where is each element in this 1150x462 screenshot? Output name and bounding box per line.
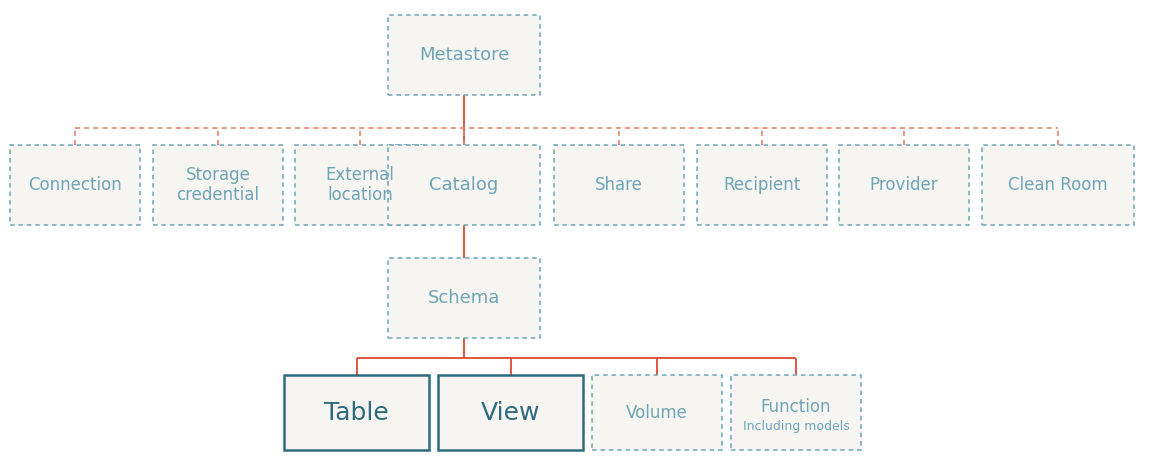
FancyBboxPatch shape bbox=[388, 145, 540, 225]
Text: Function: Function bbox=[761, 398, 831, 416]
Text: Volume: Volume bbox=[626, 403, 688, 421]
FancyBboxPatch shape bbox=[840, 145, 969, 225]
FancyBboxPatch shape bbox=[554, 145, 684, 225]
Text: Recipient: Recipient bbox=[723, 176, 800, 194]
Text: View: View bbox=[481, 401, 540, 425]
Text: Table: Table bbox=[324, 401, 389, 425]
Text: Schema: Schema bbox=[428, 289, 500, 307]
Text: External
location: External location bbox=[325, 165, 394, 204]
FancyBboxPatch shape bbox=[731, 375, 861, 450]
Text: Clean Room: Clean Room bbox=[1009, 176, 1107, 194]
FancyBboxPatch shape bbox=[388, 15, 540, 95]
Text: Metastore: Metastore bbox=[419, 46, 509, 64]
FancyBboxPatch shape bbox=[438, 375, 583, 450]
FancyBboxPatch shape bbox=[697, 145, 827, 225]
FancyBboxPatch shape bbox=[153, 145, 283, 225]
Text: Connection: Connection bbox=[28, 176, 122, 194]
FancyBboxPatch shape bbox=[284, 375, 429, 450]
FancyBboxPatch shape bbox=[10, 145, 140, 225]
Text: Share: Share bbox=[595, 176, 643, 194]
Text: Storage
credential: Storage credential bbox=[176, 165, 260, 204]
FancyBboxPatch shape bbox=[388, 258, 540, 338]
Text: Including models: Including models bbox=[743, 420, 850, 433]
FancyBboxPatch shape bbox=[982, 145, 1134, 225]
FancyBboxPatch shape bbox=[296, 145, 426, 225]
Text: Catalog: Catalog bbox=[429, 176, 499, 194]
Text: Provider: Provider bbox=[869, 176, 938, 194]
FancyBboxPatch shape bbox=[592, 375, 722, 450]
